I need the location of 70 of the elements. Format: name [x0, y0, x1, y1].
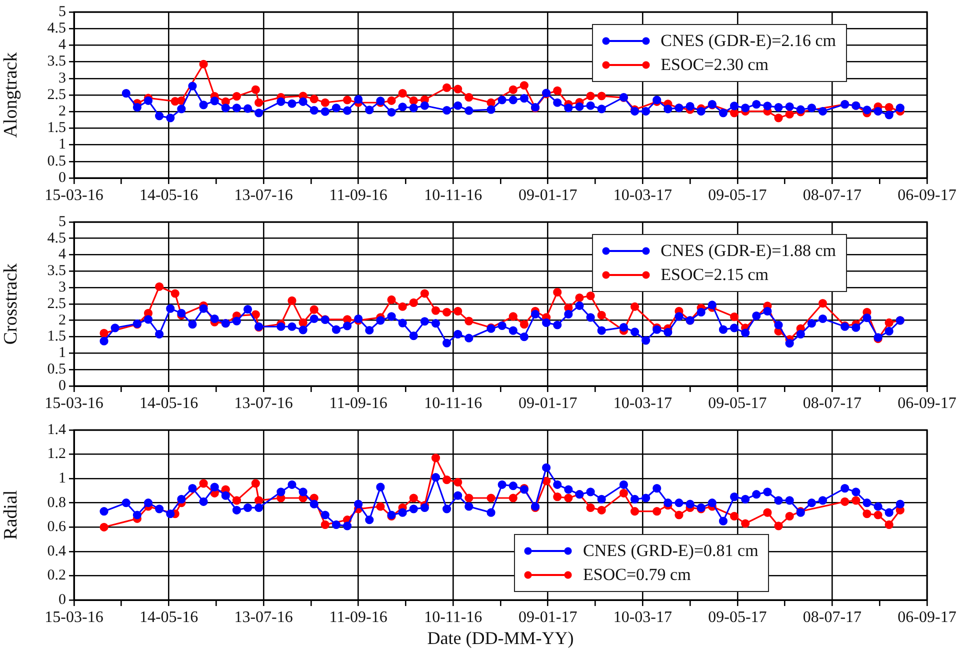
- x-tick-label: 09-01-17: [518, 186, 578, 204]
- x-tick-label: 09-05-17: [708, 394, 767, 412]
- y-tick-label: 0: [58, 592, 66, 608]
- x-tick-label: 13-07-16: [234, 608, 293, 626]
- x-tick-label: 13-07-16: [234, 186, 293, 204]
- x-tick-label: 06-09-17: [898, 608, 956, 626]
- x-tick-label: 15-03-16: [44, 186, 104, 204]
- y-tick-label: 1.5: [47, 120, 66, 136]
- x-tick-label: 09-05-17: [708, 186, 767, 204]
- y-tick-label: 0.5: [47, 153, 66, 170]
- legend-label: ESOC=2.30 cm: [660, 54, 768, 76]
- x-tick-label: 10-11-16: [424, 186, 482, 204]
- x-tick-label: 11-09-16: [329, 186, 388, 204]
- y-tick-label: 1.5: [47, 328, 66, 345]
- x-tick-label: 06-09-17: [898, 186, 956, 204]
- y-tick-label: 5: [58, 214, 66, 230]
- y-tick-label: 3: [58, 280, 66, 296]
- y-tick-label: 0.2: [47, 568, 66, 584]
- x-tick-label: 11-09-16: [329, 394, 388, 412]
- x-tick-label: 14-05-16: [139, 186, 198, 204]
- y-tick-label: 2.5: [47, 296, 66, 312]
- x-tick-label: 14-05-16: [139, 394, 198, 412]
- x-tick-label: 10-11-16: [424, 608, 482, 626]
- y-tick-label: 3.5: [47, 263, 66, 280]
- x-tick-label: 09-05-17: [708, 608, 767, 626]
- y-tick-label: 1: [58, 136, 66, 153]
- x-tick-label: 15-03-16: [44, 394, 104, 412]
- legend-label: ESOC=0.79 cm: [583, 564, 691, 586]
- x-tick-label: 11-09-16: [329, 608, 388, 626]
- y-tick-label: 0.8: [47, 494, 66, 511]
- legend-label: CNES (GRD-E)=0.81 cm: [583, 540, 758, 562]
- x-tick-label: 09-01-17: [518, 608, 578, 626]
- y-tick-label: 4.5: [47, 230, 66, 246]
- x-tick-label: 09-01-17: [518, 394, 578, 412]
- x-axis-title: Date (DD-MM-YY): [427, 628, 574, 648]
- y-axis-title: Radial: [0, 490, 22, 540]
- y-tick-label: 0.6: [47, 519, 66, 536]
- x-tick-label: 10-03-17: [613, 186, 672, 204]
- y-tick-label: 4.5: [47, 20, 66, 37]
- x-tick-label: 08-07-17: [802, 186, 862, 204]
- y-tick-label: 1: [58, 470, 66, 487]
- y-tick-label: 0.5: [47, 362, 66, 378]
- y-tick-label: 1.2: [47, 446, 66, 462]
- y-tick-label: 3.5: [47, 54, 66, 70]
- y-tick-label: 2: [58, 312, 66, 328]
- y-tick-label: 3: [58, 70, 66, 86]
- legend-label: ESOC=2.15 cm: [660, 264, 768, 286]
- y-tick-label: 5: [58, 4, 66, 20]
- x-tick-label: 15-03-16: [44, 608, 104, 626]
- x-tick-label: 08-07-17: [802, 608, 862, 626]
- legend-label: CNES (GDR-E)=2.16 cm: [660, 30, 836, 52]
- x-tick-label: 06-09-17: [898, 394, 956, 412]
- y-tick-label: 4: [58, 37, 66, 54]
- y-axis-title: Alongtrack: [0, 52, 22, 138]
- y-axis-title: Crosstrack: [0, 262, 22, 345]
- y-tick-label: 2.5: [47, 86, 66, 103]
- x-tick-label: 10-03-17: [613, 394, 672, 412]
- y-tick-label: 0.4: [47, 543, 66, 560]
- legend-label: CNES (GDR-E)=1.88 cm: [660, 240, 836, 262]
- y-tick-label: 0: [58, 170, 66, 186]
- x-tick-label: 08-07-17: [802, 394, 862, 412]
- y-tick-label: 2: [58, 104, 66, 120]
- y-tick-label: 1: [58, 345, 66, 362]
- x-tick-label: 14-05-16: [139, 608, 198, 626]
- x-tick-label: 13-07-16: [234, 394, 293, 412]
- x-tick-label: 10-03-17: [613, 608, 672, 626]
- y-tick-label: 0: [58, 378, 66, 394]
- y-tick-label: 4: [58, 246, 66, 263]
- y-tick-label: 1.4: [47, 422, 66, 438]
- x-tick-label: 10-11-16: [424, 394, 482, 412]
